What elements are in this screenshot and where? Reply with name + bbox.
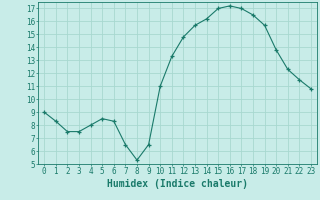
X-axis label: Humidex (Indice chaleur): Humidex (Indice chaleur) (107, 179, 248, 189)
